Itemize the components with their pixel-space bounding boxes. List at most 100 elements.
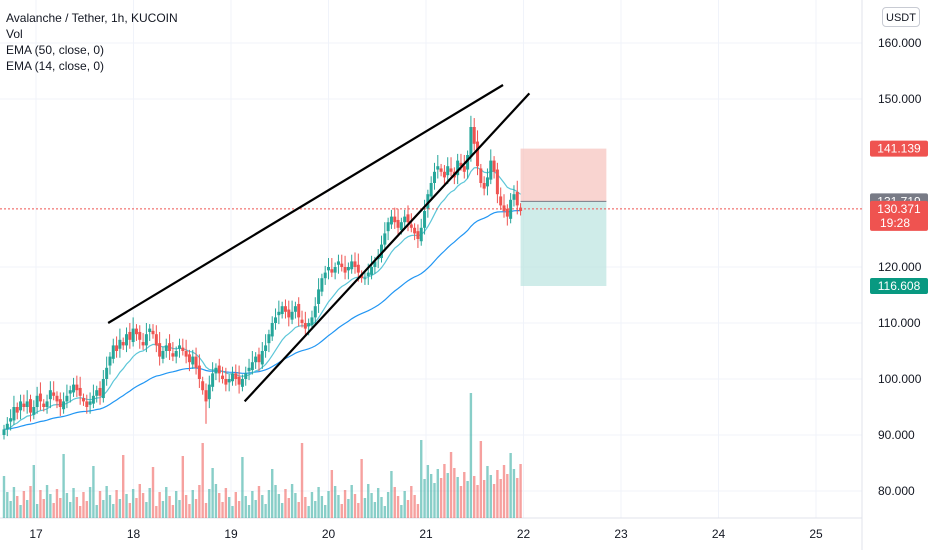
candle-body [55, 395, 59, 402]
volume-bar [62, 454, 65, 518]
price-label-countdown: 19:28 [880, 216, 910, 230]
volume-bar [416, 504, 420, 518]
ema-50-line [3, 210, 521, 430]
volume-bar [393, 487, 396, 518]
volume-bar [6, 492, 9, 518]
candle-body [131, 328, 135, 343]
volume-bar [499, 479, 502, 518]
volume-bar [453, 468, 456, 518]
candle-body [178, 345, 182, 349]
candle-body [366, 272, 370, 276]
volume-bar [476, 485, 479, 518]
volume-bar [330, 470, 334, 518]
volume-bar [429, 474, 433, 518]
volume-bar [300, 443, 304, 518]
candle-body [217, 365, 221, 374]
volume-bar [78, 506, 82, 518]
volume-bar [320, 496, 324, 518]
candle-body [307, 323, 311, 327]
candle-body [327, 267, 331, 271]
candle-body [363, 278, 367, 280]
candle-body [42, 403, 46, 407]
candle-body [234, 373, 238, 379]
candle-body [456, 160, 460, 176]
volume-bar [9, 501, 12, 518]
candle-body [158, 343, 162, 357]
candle-body [237, 376, 241, 385]
y-tick-label: 160.000 [878, 36, 922, 50]
volume-bar [35, 504, 39, 518]
candle-body [181, 347, 185, 351]
candle-body [194, 356, 198, 368]
candle-body [323, 272, 327, 279]
candle-body [426, 194, 430, 209]
candle-body [442, 171, 446, 178]
volume-bar [327, 491, 330, 518]
x-tick-label: 25 [809, 527, 823, 541]
candle-body [151, 330, 155, 335]
candle-body [499, 196, 503, 206]
candle-body [161, 351, 165, 359]
candle-body [356, 264, 360, 273]
volume-bar [125, 494, 128, 518]
candle-body [78, 387, 82, 396]
price-label-bg [870, 200, 928, 231]
volume-bar [439, 478, 443, 518]
volume-bar [25, 500, 29, 518]
x-tick-label: 24 [712, 527, 726, 541]
candle-body [472, 127, 476, 144]
volume-bar [72, 488, 75, 518]
volume-bar [128, 503, 132, 518]
candle-body [32, 407, 36, 415]
volume-bar [436, 469, 439, 518]
price-label-bg [870, 277, 928, 294]
currency-button[interactable]: USDT [882, 7, 920, 27]
candle-body [95, 390, 99, 396]
candle-body [191, 356, 195, 365]
volume-bar [254, 500, 257, 518]
candle-body [224, 379, 228, 385]
candle-body [313, 306, 317, 318]
candle-body [171, 353, 175, 357]
volume-bar [42, 499, 45, 518]
volume-bar [244, 496, 247, 518]
candle-body [379, 244, 383, 259]
candle-body [45, 401, 49, 407]
volume-bar [420, 440, 423, 518]
candle-body [201, 381, 205, 391]
candle-body [240, 379, 244, 387]
candle-body [264, 345, 268, 351]
candle-body [336, 261, 340, 265]
volume-bar [201, 443, 204, 518]
volume-bar [221, 502, 224, 518]
x-tick-label: 17 [29, 527, 43, 541]
candle-body [419, 227, 423, 242]
volume-bar [184, 495, 188, 518]
candle-body [317, 289, 321, 304]
candle-body [2, 429, 6, 435]
legend-vol: Vol [6, 27, 23, 41]
volume-bar [178, 500, 181, 518]
candle-body [413, 227, 417, 234]
candle-body [227, 379, 231, 383]
candle-body [492, 160, 496, 172]
candle-body [38, 393, 42, 402]
candle-body [254, 356, 258, 363]
volume-bar [98, 491, 102, 518]
candle-body [300, 319, 304, 323]
volume-bar [396, 496, 400, 518]
volume-bar [463, 472, 466, 518]
candle-body [164, 345, 168, 351]
volume-bar [141, 493, 145, 518]
candle-body [184, 351, 188, 357]
volume-bar [224, 488, 228, 518]
volume-bar [22, 491, 26, 518]
volume-bar [241, 457, 244, 518]
candle-body [283, 306, 287, 312]
volume-bar [135, 498, 138, 518]
candle-body [19, 401, 23, 411]
volume-bar [118, 499, 122, 518]
volume-bar [350, 485, 353, 518]
volume-bar [280, 503, 284, 518]
